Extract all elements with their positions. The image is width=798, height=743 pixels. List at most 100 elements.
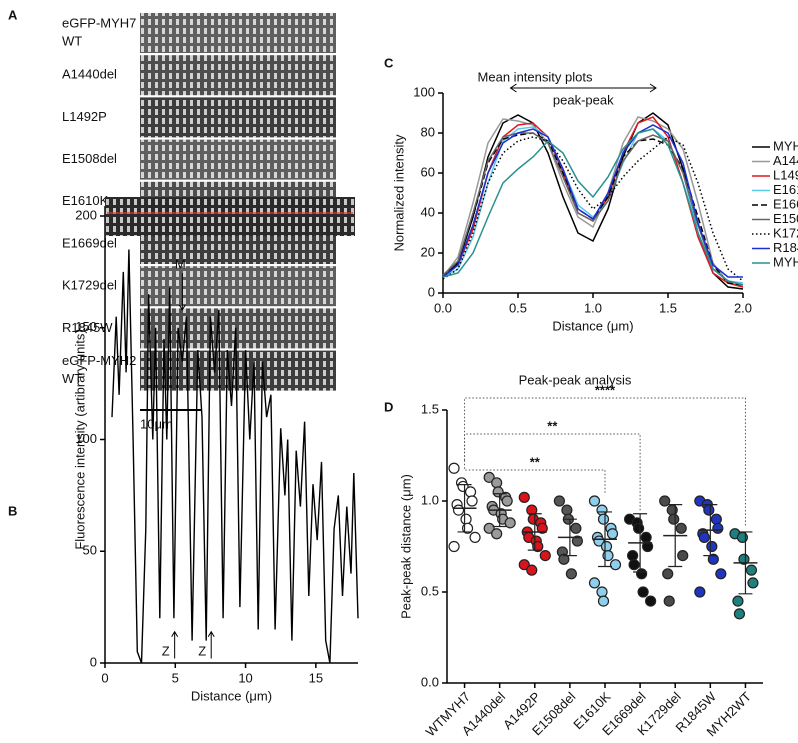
significance-label: **	[547, 418, 558, 433]
x-tick-label: 1.0	[584, 300, 602, 315]
y-axis-label: Peak-peak distance (μm)	[398, 474, 413, 619]
data-point	[642, 540, 654, 553]
micrograph	[140, 350, 336, 391]
legend-label: K1729del	[773, 225, 798, 240]
data-point	[663, 595, 675, 607]
chart-title: Mean intensity plots	[478, 69, 593, 84]
legend-label: L1492P	[773, 167, 798, 182]
data-point	[745, 564, 758, 576]
panel-letter: C	[384, 55, 394, 70]
micrograph	[140, 13, 336, 53]
x-axis-label: Distance (μm)	[552, 318, 633, 333]
y-tick-label: 1.5	[421, 401, 439, 416]
data-point	[645, 595, 657, 607]
data-point	[732, 595, 744, 607]
row-label: WT	[62, 371, 82, 386]
data-point	[483, 522, 495, 534]
data-point	[452, 504, 465, 516]
panel-letter: B	[8, 503, 17, 518]
y-tick-label: 40	[421, 204, 435, 219]
y-tick-label: 1.0	[421, 492, 439, 507]
legend-label: E1508del	[773, 211, 798, 226]
data-point	[457, 480, 469, 493]
y-tick-label: 80	[421, 124, 435, 139]
x-tick-label: 10	[238, 670, 252, 685]
annotation-arrow	[207, 630, 215, 659]
data-point	[565, 568, 577, 580]
y-axis-label: Normalized intensity	[391, 134, 406, 252]
row-label: R1845W	[62, 320, 113, 335]
row-label: L1492P	[62, 109, 107, 124]
x-axis-label: Distance (μm)	[191, 688, 272, 703]
data-point	[588, 577, 601, 589]
row-label: E1508del	[62, 151, 117, 166]
x-tick-label: 0	[101, 670, 108, 685]
micrograph	[140, 55, 336, 96]
data-point	[706, 540, 718, 553]
data-point	[600, 540, 613, 553]
series-line	[442, 136, 744, 282]
data-point	[597, 513, 610, 525]
row-label: K1729del	[62, 278, 117, 293]
y-tick-label: 0.5	[421, 583, 439, 598]
significance-bracket	[464, 460, 606, 493]
micrograph	[140, 308, 336, 349]
data-point	[460, 513, 472, 525]
data-point	[703, 504, 715, 516]
data-point	[712, 522, 724, 534]
data-point	[526, 564, 538, 576]
y-tick-label: 60	[421, 164, 435, 179]
data-point	[606, 528, 619, 540]
data-point	[466, 495, 478, 507]
data-point	[733, 608, 746, 620]
legend-label: A1440del	[773, 153, 798, 168]
x-tick-label: 15	[309, 670, 323, 685]
y-tick-label: 20	[421, 244, 435, 259]
annotation-arrow	[171, 630, 179, 659]
chart-title: Peak-peak analysis	[519, 372, 632, 387]
x-tick-label: 1.5	[659, 300, 677, 315]
micrograph	[140, 266, 336, 307]
micrograph	[140, 97, 336, 138]
data-point	[558, 553, 570, 565]
data-point	[561, 504, 573, 516]
data-point	[627, 549, 639, 562]
y-tick-label: 0	[90, 654, 97, 669]
data-point	[597, 595, 610, 607]
data-point	[464, 486, 477, 498]
significance-label: **	[530, 454, 541, 469]
data-point	[518, 491, 530, 503]
data-point	[609, 559, 622, 571]
data-point	[633, 522, 645, 534]
y-tick-label: 150	[75, 319, 97, 334]
legend-label: E1610K	[773, 182, 798, 197]
data-point	[448, 462, 460, 474]
annotation: Z	[162, 643, 170, 658]
data-point	[491, 528, 503, 540]
data-point	[553, 495, 565, 507]
y-tick-label: 200	[75, 207, 97, 222]
row-label: eGFP-MYH7	[62, 15, 136, 30]
data-point	[539, 549, 551, 562]
data-point	[640, 531, 652, 544]
significance-label: ****	[595, 382, 616, 397]
y-tick-label: 0	[428, 284, 435, 299]
data-point	[469, 531, 481, 544]
y-tick-label: 50	[83, 543, 97, 558]
data-point	[536, 522, 548, 534]
row-label: WT	[62, 33, 82, 48]
data-point	[570, 522, 582, 534]
data-point	[637, 586, 649, 598]
row-label: E1669del	[62, 235, 117, 250]
data-point	[707, 553, 719, 565]
data-point	[636, 568, 648, 580]
data-point	[501, 495, 513, 507]
y-tick-label: 100	[413, 84, 435, 99]
series-line	[442, 132, 744, 286]
data-point	[659, 495, 671, 507]
micrograph	[140, 139, 336, 180]
y-axis-label: Fluorescence intensity (artibrary units)	[72, 329, 87, 549]
data-point	[518, 559, 530, 571]
